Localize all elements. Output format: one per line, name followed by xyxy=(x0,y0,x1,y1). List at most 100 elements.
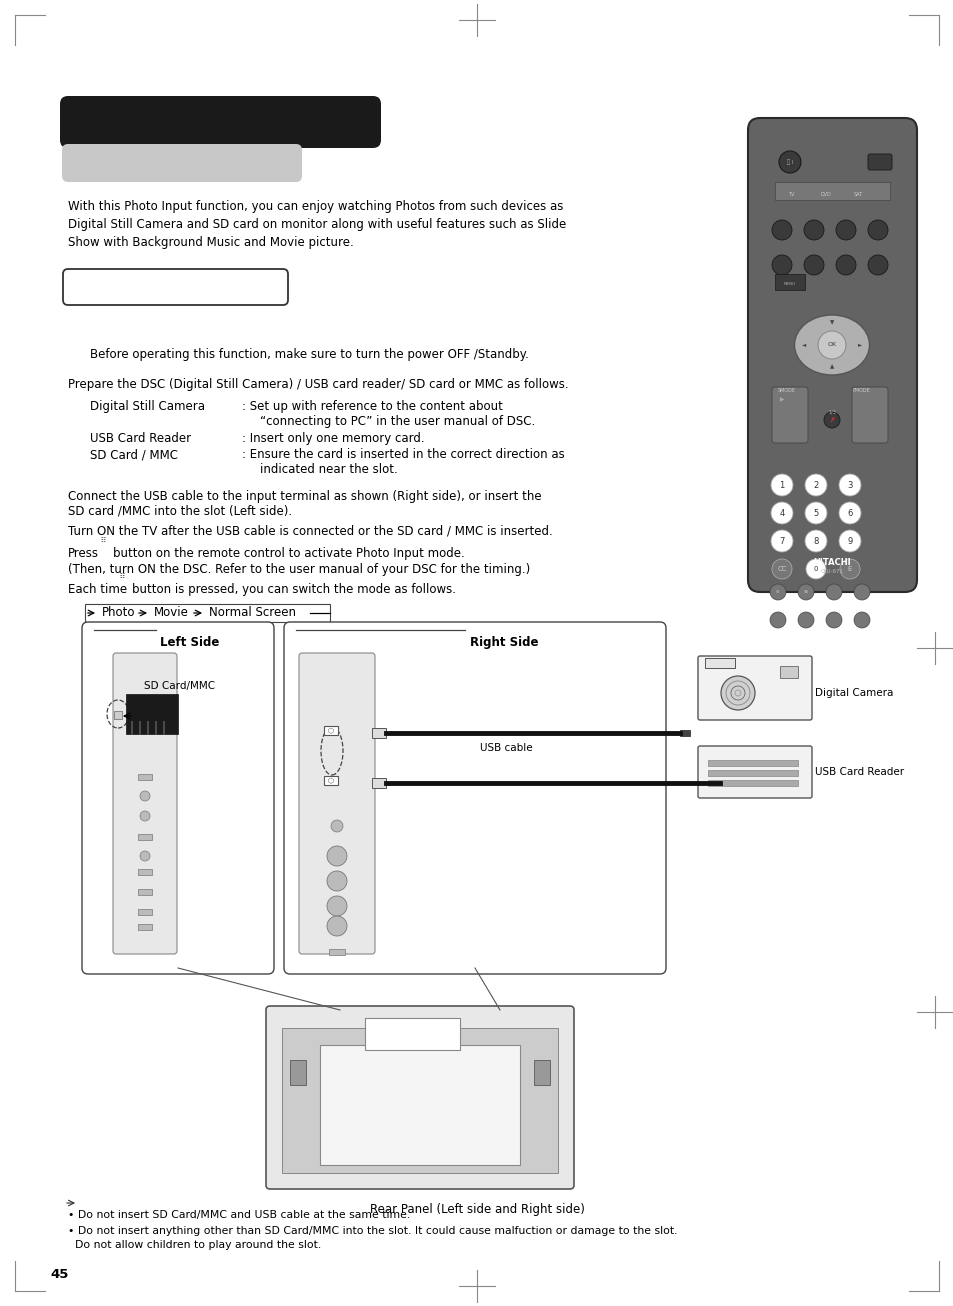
Text: Before operating this function, make sure to turn the power OFF /Standby.: Before operating this function, make sur… xyxy=(90,347,528,360)
Bar xyxy=(707,760,797,767)
Text: ▶: ▶ xyxy=(779,397,783,402)
Circle shape xyxy=(797,584,813,599)
Circle shape xyxy=(804,530,826,552)
Bar xyxy=(138,909,152,916)
Text: Press: Press xyxy=(68,547,99,560)
Text: Movie: Movie xyxy=(153,606,189,619)
Circle shape xyxy=(771,219,791,240)
FancyBboxPatch shape xyxy=(266,1006,574,1188)
Bar xyxy=(372,778,386,788)
Circle shape xyxy=(770,530,792,552)
Text: 0: 0 xyxy=(813,565,818,572)
Text: Do not allow children to play around the slot.: Do not allow children to play around the… xyxy=(68,1239,321,1250)
Text: 4: 4 xyxy=(779,508,783,517)
Text: Rear Panel (Left side and Right side): Rear Panel (Left side and Right side) xyxy=(369,1203,584,1216)
Circle shape xyxy=(840,559,859,579)
Circle shape xyxy=(327,916,347,936)
Bar xyxy=(138,889,152,895)
Circle shape xyxy=(769,613,785,628)
Text: 1: 1 xyxy=(779,481,783,490)
Circle shape xyxy=(867,255,887,276)
Text: Each time: Each time xyxy=(68,582,127,596)
Text: SAT: SAT xyxy=(853,192,862,197)
FancyBboxPatch shape xyxy=(698,656,811,720)
Bar xyxy=(704,658,734,667)
FancyBboxPatch shape xyxy=(82,622,274,974)
Text: DVD: DVD xyxy=(821,192,831,197)
Text: ⬡: ⬡ xyxy=(328,727,334,733)
Text: 3: 3 xyxy=(846,481,852,490)
Text: ☷: ☷ xyxy=(100,538,106,543)
Circle shape xyxy=(838,502,861,524)
Text: 5: 5 xyxy=(813,508,818,517)
Bar xyxy=(126,693,178,734)
FancyBboxPatch shape xyxy=(60,97,380,148)
Text: button on the remote control to activate Photo Input mode.: button on the remote control to activate… xyxy=(112,547,464,560)
Bar xyxy=(774,182,889,200)
Circle shape xyxy=(140,791,150,801)
Text: With this Photo Input function, you can enjoy watching Photos from such devices : With this Photo Input function, you can … xyxy=(68,200,566,249)
Circle shape xyxy=(773,392,789,407)
Text: : Insert only one memory card.: : Insert only one memory card. xyxy=(242,432,424,445)
Circle shape xyxy=(140,852,150,861)
Text: ✗: ✗ xyxy=(828,417,834,423)
Circle shape xyxy=(835,219,855,240)
Circle shape xyxy=(803,219,823,240)
FancyBboxPatch shape xyxy=(298,653,375,953)
Circle shape xyxy=(327,846,347,866)
Text: 6: 6 xyxy=(846,508,852,517)
Text: 7: 7 xyxy=(779,537,784,546)
Bar xyxy=(372,727,386,738)
Text: : Set up with reference to the content about: : Set up with reference to the content a… xyxy=(242,400,502,413)
Text: ☷: ☷ xyxy=(119,575,124,580)
FancyBboxPatch shape xyxy=(698,746,811,798)
Text: SD Card / MMC: SD Card / MMC xyxy=(90,448,178,461)
Text: MENU: MENU xyxy=(783,282,795,286)
Text: ◄: ◄ xyxy=(801,342,805,347)
Bar xyxy=(365,1017,459,1050)
Circle shape xyxy=(797,613,813,628)
Text: Right Side: Right Side xyxy=(470,636,537,649)
Circle shape xyxy=(779,151,801,172)
Circle shape xyxy=(771,255,791,276)
Text: E: E xyxy=(847,565,851,572)
Bar xyxy=(138,835,152,840)
Bar xyxy=(319,1045,519,1165)
Circle shape xyxy=(825,613,841,628)
Text: Normal Screen: Normal Screen xyxy=(209,606,295,619)
Text: : Ensure the card is inserted in the correct direction as: : Ensure the card is inserted in the cor… xyxy=(242,448,564,461)
Text: CC: CC xyxy=(777,565,786,572)
Bar xyxy=(138,868,152,875)
Circle shape xyxy=(804,502,826,524)
Circle shape xyxy=(853,584,869,599)
Text: 2: 2 xyxy=(813,481,818,490)
FancyBboxPatch shape xyxy=(747,118,916,592)
FancyBboxPatch shape xyxy=(867,154,891,170)
FancyBboxPatch shape xyxy=(62,144,302,182)
Text: Connect the USB cable to the input terminal as shown (Right side), or insert the: Connect the USB cable to the input termi… xyxy=(68,490,541,503)
Bar xyxy=(324,776,337,785)
Bar xyxy=(113,710,122,720)
Circle shape xyxy=(720,677,754,710)
Circle shape xyxy=(835,255,855,276)
Text: PMODE: PMODE xyxy=(852,388,870,393)
Circle shape xyxy=(327,871,347,891)
Circle shape xyxy=(838,474,861,496)
Circle shape xyxy=(866,392,882,407)
Bar xyxy=(679,730,689,737)
Text: “connecting to PC” in the user manual of DSC.: “connecting to PC” in the user manual of… xyxy=(260,415,535,428)
Text: ▲: ▲ xyxy=(829,364,833,370)
Text: ►: ► xyxy=(857,342,862,347)
Text: Digital Camera: Digital Camera xyxy=(814,688,892,697)
Bar xyxy=(324,726,337,735)
Text: • Do not insert anything other than SD Card/MMC into the slot. It could cause ma: • Do not insert anything other than SD C… xyxy=(68,1226,677,1235)
Bar xyxy=(282,1028,558,1173)
Text: • Do not insert SD Card/MMC and USB cable at the same time.: • Do not insert SD Card/MMC and USB cabl… xyxy=(68,1209,410,1220)
FancyBboxPatch shape xyxy=(63,269,288,306)
Text: SE: SE xyxy=(802,590,808,594)
Text: HITACHI: HITACHI xyxy=(812,558,850,567)
Circle shape xyxy=(867,219,887,240)
Text: ⏻ I: ⏻ I xyxy=(786,159,793,165)
Text: button is pressed, you can switch the mode as follows.: button is pressed, you can switch the mo… xyxy=(132,582,456,596)
FancyBboxPatch shape xyxy=(284,622,665,974)
